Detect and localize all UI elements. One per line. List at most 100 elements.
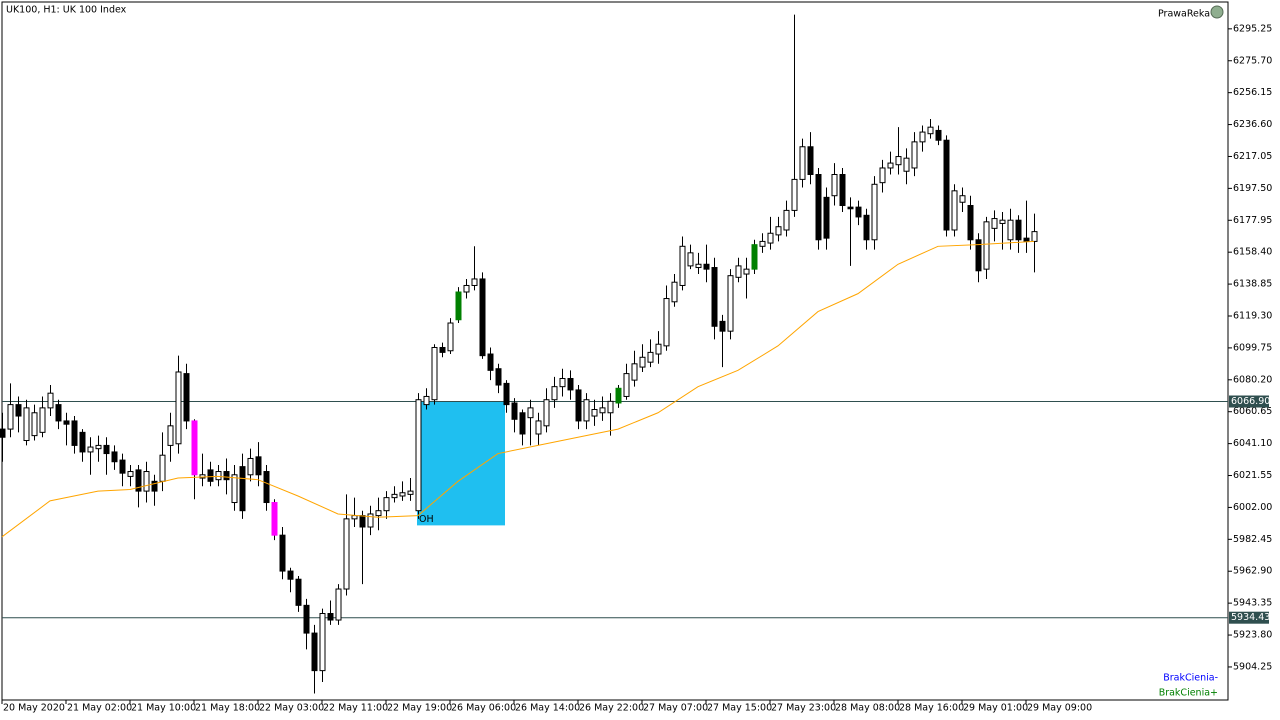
candle-body <box>679 245 686 286</box>
candle-body <box>983 221 990 270</box>
y-tick-label: 6060.65 <box>1233 406 1272 417</box>
y-tick-label: 6041.10 <box>1233 438 1272 449</box>
x-tick-label: 20 May 2020 <box>3 703 65 714</box>
candle-body <box>407 490 414 495</box>
candle-body <box>575 389 582 422</box>
level-label: 6066.90 <box>1231 396 1270 407</box>
candle-body <box>1031 231 1038 242</box>
candle-body <box>215 471 222 481</box>
y-tick-label: 6177.95 <box>1233 215 1272 226</box>
candle-body <box>623 373 630 397</box>
candle-body <box>911 141 918 169</box>
candle-body <box>23 407 30 442</box>
candle-body <box>799 146 806 180</box>
candle-body <box>183 373 190 422</box>
candle-body <box>527 407 534 419</box>
candle-body <box>991 218 998 229</box>
candle-body <box>511 402 518 420</box>
candle-body <box>887 162 894 169</box>
candle-body <box>95 444 102 450</box>
candle-body <box>287 570 294 580</box>
candle-body <box>311 632 318 672</box>
candle-body <box>1023 237 1030 242</box>
candle-body <box>87 446 94 453</box>
candle-body <box>1015 219 1022 241</box>
candle-body <box>0 428 6 438</box>
candle-body <box>487 353 494 371</box>
candle-body <box>847 206 854 210</box>
x-tick-label: 26 May 22:00 <box>579 703 644 714</box>
candle-body <box>391 493 398 499</box>
candle-body <box>159 454 166 482</box>
candle-body <box>503 382 510 406</box>
x-tick-label: 28 May 08:00 <box>835 703 900 714</box>
candle-body <box>15 404 22 417</box>
candle-body <box>591 409 598 417</box>
candle-body <box>807 146 814 176</box>
candle-body <box>231 474 238 504</box>
chart-title: UK100, H1: UK 100 Index <box>6 5 127 16</box>
candle-body <box>551 386 558 401</box>
candle-body <box>119 459 126 474</box>
candle-body <box>375 510 382 517</box>
candle-body <box>327 613 334 621</box>
candle-body <box>631 363 638 381</box>
candle-body <box>263 471 270 504</box>
candle-body <box>439 346 446 353</box>
candle-body <box>919 131 926 143</box>
candle-body <box>247 457 254 476</box>
candle-body <box>543 399 550 427</box>
candle-body <box>39 407 46 433</box>
y-tick-label: 5923.80 <box>1233 630 1272 641</box>
candle-body <box>359 515 366 528</box>
candle-body <box>927 126 934 135</box>
x-tick-label: 21 May 10:00 <box>131 703 196 714</box>
candle-body <box>935 129 942 141</box>
candle-body <box>831 174 838 197</box>
x-tick-label: 26 May 14:00 <box>515 703 580 714</box>
candle-body <box>535 420 542 435</box>
candle-body <box>687 252 694 267</box>
y-tick-label: 5982.45 <box>1233 534 1272 545</box>
candle-body <box>463 284 470 293</box>
candle-body <box>271 502 278 536</box>
x-tick-label: 22 May 11:00 <box>323 703 388 714</box>
candle-body <box>871 183 878 241</box>
candle-body <box>167 425 174 446</box>
y-tick-label: 6256.15 <box>1233 87 1272 98</box>
candle-body <box>743 268 750 275</box>
candle-body <box>103 444 110 455</box>
candle-body <box>599 407 606 414</box>
candle-body <box>351 515 358 520</box>
candle-body <box>639 356 646 368</box>
candle-body <box>519 412 526 435</box>
y-tick-label: 6002.00 <box>1233 502 1272 513</box>
x-tick-label: 22 May 03:00 <box>259 703 324 714</box>
candle-body <box>967 205 974 241</box>
candle-body <box>111 451 118 463</box>
legend-entry: BrakCienia+ <box>1159 688 1218 699</box>
y-tick-label: 6217.05 <box>1233 151 1272 162</box>
level-tag <box>1229 611 1269 624</box>
candle-body <box>343 518 350 590</box>
moving-average <box>1 240 1035 538</box>
candle-body <box>855 206 862 218</box>
candle-body <box>839 174 846 207</box>
x-tick-label: 26 May 06:00 <box>451 703 516 714</box>
candle-body <box>647 351 654 363</box>
candle-body <box>239 466 246 512</box>
candle-body <box>47 392 54 409</box>
candle-body <box>751 244 758 270</box>
candle-body <box>175 371 182 445</box>
y-tick-label: 6080.20 <box>1233 374 1272 385</box>
candle-body <box>735 265 742 278</box>
candle-body <box>895 156 902 166</box>
candle-body <box>151 480 158 492</box>
candle-body <box>663 298 670 347</box>
candle-body <box>615 387 622 404</box>
candle-body <box>815 174 822 241</box>
candle-body <box>431 346 438 401</box>
candle-body <box>703 263 710 270</box>
candle-body <box>495 368 502 386</box>
